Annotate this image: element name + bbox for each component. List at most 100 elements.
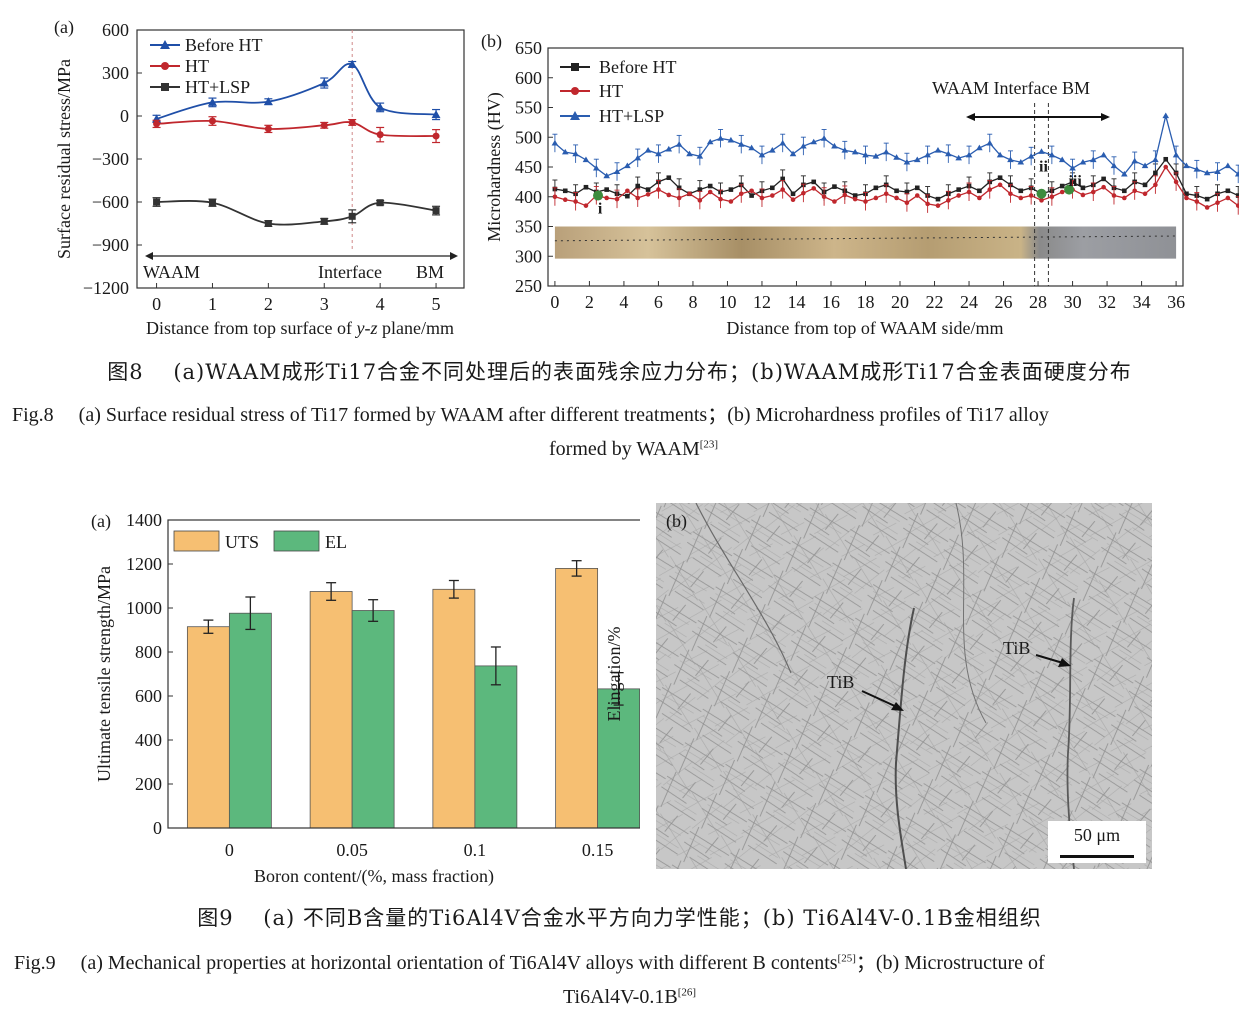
fig8a-series-line <box>156 119 437 138</box>
fig8a-series-line <box>156 200 437 226</box>
fig8b-data-point <box>956 193 961 198</box>
fig8b-data-point <box>1059 183 1065 189</box>
fig8a-y-tick-label: 0 <box>120 106 129 126</box>
fig8b-data-point <box>801 190 806 196</box>
fig8b-data-point <box>872 152 880 159</box>
fig8b-point-marker <box>1064 184 1075 195</box>
fig8a-data-point <box>264 125 272 133</box>
fig9a-x-tick-label: 0 <box>225 840 234 860</box>
fig8b-x-tick-label: 30 <box>1064 292 1082 312</box>
fig8a-y-tick-label: −1200 <box>83 278 129 298</box>
fig8a-data-point <box>320 217 328 225</box>
fig8b-data-point <box>666 192 672 198</box>
fig9a-x-ticks: 0 0.05 0.1 0.15 <box>225 840 614 860</box>
fig9b-arrow-1 <box>861 690 904 711</box>
fig8b-strip-path <box>554 235 1177 242</box>
fig8b-point-label: ii <box>1039 159 1048 176</box>
fig8b-data-point <box>697 187 703 192</box>
fig9-caption-en-line1: Fig.9 (a) Mechanical properties at horiz… <box>14 952 1045 974</box>
fig8b-data-point <box>935 203 941 208</box>
fig8b-data-point <box>965 151 973 158</box>
fig8b-x-tick-label: 16 <box>822 292 840 312</box>
fig8b-data-point <box>1224 162 1232 169</box>
fig9b-grain-boundary <box>894 607 915 869</box>
fig9a-legend-swatch-el <box>273 530 320 552</box>
fig8b-data-point <box>625 193 630 199</box>
fig8a-legend-before: Before HT <box>185 35 262 55</box>
fig8b-data-point <box>852 196 858 202</box>
fig9b-panel-label: (b) <box>666 511 687 531</box>
fig8b-data-point <box>811 186 817 191</box>
fig8b-data-point <box>790 191 796 197</box>
fig8a-data-point <box>153 120 161 128</box>
fig8b-data-point <box>1008 191 1013 197</box>
fig8b-x-tick-label: 28 <box>1029 292 1047 312</box>
fig8-caption-en-line1: Fig.8 (a) Surface residual stress of Ti1… <box>12 404 1049 426</box>
fig8b-data-point <box>1153 182 1158 188</box>
fig8a-legend-ht: HT <box>185 56 209 76</box>
fig8b-data-point <box>1194 199 1200 204</box>
fig9b-scale-box: 50 μm <box>1048 821 1146 863</box>
fig8b-y-tick-label: 350 <box>515 217 542 237</box>
fig8b-data-point <box>655 150 662 157</box>
fig8b-data-point <box>572 150 579 157</box>
fig8b-data-point <box>1028 193 1034 198</box>
fig8b-data-point <box>1018 188 1024 194</box>
fig8b-data-point <box>831 142 838 149</box>
fig9b-label-tib-2: TiB <box>1003 638 1031 658</box>
fig8b-data-point <box>613 168 621 175</box>
fig8b-data-point <box>1100 151 1107 158</box>
fig8a-legend: Before HT HT HT+LSP <box>150 35 262 97</box>
fig8b-data-point <box>769 147 776 153</box>
fig8b-data-point <box>1132 188 1137 194</box>
fig8b-x-tick-label: 22 <box>926 292 944 312</box>
fig8b-data-point <box>863 199 868 204</box>
fig9a-legend: UTS EL <box>173 530 347 552</box>
fig9a-legend-uts: UTS <box>225 532 259 552</box>
fig8b-data-point <box>706 138 714 145</box>
fig8b-data-point <box>842 192 848 198</box>
fig9a-left-tick-label: 1200 <box>126 554 162 574</box>
fig8b-x-tick-label: 24 <box>960 292 978 312</box>
fig9b-scale-bar <box>1060 855 1134 858</box>
fig8a-y-ticks: 600 300 0 −300 −600 −900 −1200 <box>83 20 142 298</box>
fig8b-data-point <box>1017 158 1025 165</box>
fig8b-data-point <box>717 135 724 141</box>
fig8b-data-point <box>1234 170 1239 177</box>
fig8b-y-tick-label: 400 <box>515 187 542 207</box>
fig8b-data-point <box>1184 191 1189 197</box>
fig8a-y-label: Surface residual stress/MPa <box>54 59 74 259</box>
fig8b-x-tick-label: 36 <box>1167 292 1185 312</box>
fig8b-data-point <box>1018 195 1024 201</box>
fig9b-scale-label: 50 μm <box>1073 825 1121 845</box>
fig8b-point-label: i <box>598 201 603 218</box>
fig8b-data-point <box>583 184 589 190</box>
fig8b-data-point <box>832 184 837 189</box>
fig8b-data-point <box>759 195 765 201</box>
fig8b-point-marker <box>593 190 604 201</box>
fig8b-data-point <box>758 151 766 158</box>
fig8b-x-tick-label: 32 <box>1098 292 1116 312</box>
fig8b-data-point <box>986 139 994 146</box>
fig8a-y-tick-label: 300 <box>102 63 129 83</box>
circle-marker-icon <box>571 87 579 95</box>
fig8b-x-tick-label: 26 <box>995 292 1013 312</box>
fig8b-y-tick-label: 250 <box>515 276 542 296</box>
fig8a-data-point <box>376 131 384 139</box>
fig8b-data-point <box>987 187 993 192</box>
fig8a-x-tick-label: 4 <box>376 294 385 314</box>
fig8b-data-point <box>883 191 889 197</box>
fig8b-data-point <box>946 198 951 203</box>
fig8b-data-point <box>966 189 972 195</box>
fig8a-data-point <box>319 78 329 87</box>
fig9-caption-en-line2: Ti6Al4V-0.1B[26] <box>563 986 697 1008</box>
fig8b-data-point <box>624 162 631 169</box>
fig8a-x-tick-label: 1 <box>208 294 217 314</box>
fig8b-data-point <box>645 192 651 197</box>
fig9a-legend-el: EL <box>325 532 347 552</box>
fig9a-panel-label: (a) <box>91 511 111 532</box>
fig8b-data-point <box>1225 188 1231 194</box>
fig8b-micrograph-strip <box>554 226 1177 259</box>
fig8b-data-point <box>780 176 785 182</box>
fig9a-bar-el <box>351 610 395 829</box>
